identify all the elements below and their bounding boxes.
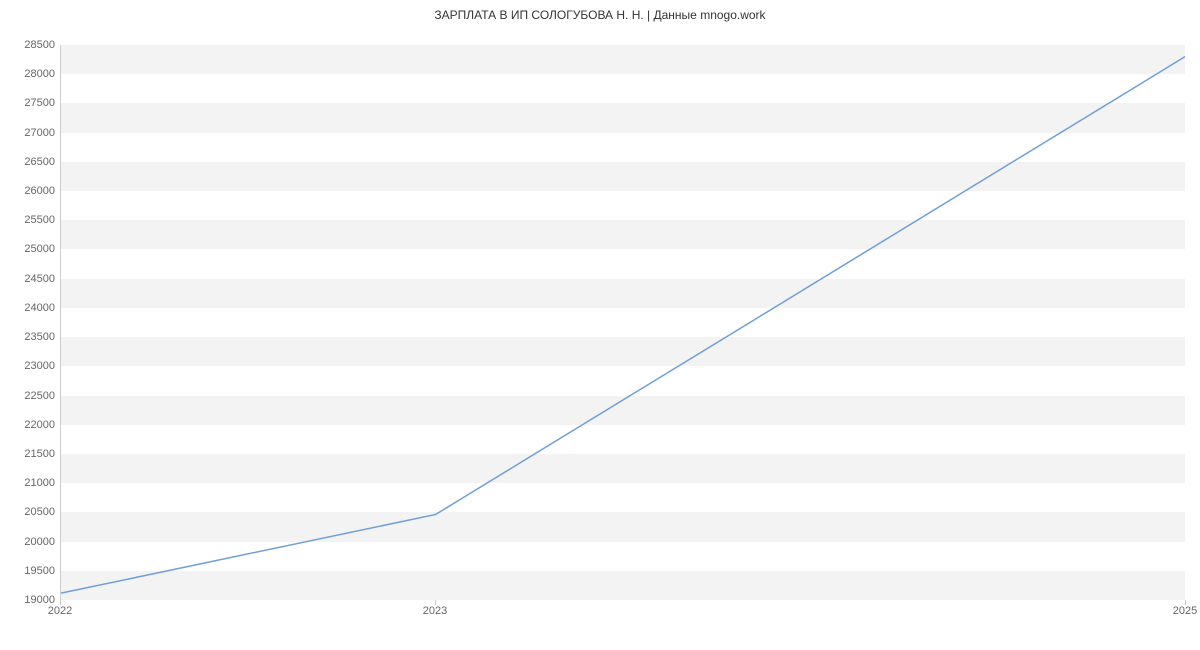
- y-tick-label: 23500: [5, 331, 55, 343]
- y-tick-label: 20000: [5, 536, 55, 548]
- y-tick-label: 22500: [5, 390, 55, 402]
- chart-title: ЗАРПЛАТА В ИП СОЛОГУБОВА Н. Н. | Данные …: [0, 0, 1200, 22]
- y-tick-label: 23000: [5, 360, 55, 372]
- y-tick-label: 24000: [5, 302, 55, 314]
- y-tick-label: 27000: [5, 127, 55, 139]
- y-tick-label: 21500: [5, 448, 55, 460]
- y-tick-label: 26000: [5, 185, 55, 197]
- y-tick-label: 25500: [5, 214, 55, 226]
- chart-container: 1900019500200002050021000215002200022500…: [0, 30, 1200, 630]
- y-tick-label: 21000: [5, 477, 55, 489]
- x-tick-mark: [60, 600, 61, 605]
- y-tick-label: 27500: [5, 97, 55, 109]
- y-tick-label: 22000: [5, 419, 55, 431]
- x-tick-label: 2022: [48, 605, 72, 617]
- y-tick-label: 24500: [5, 273, 55, 285]
- plot-area: [60, 45, 1185, 600]
- y-tick-label: 25000: [5, 243, 55, 255]
- x-tick-label: 2023: [423, 605, 447, 617]
- y-tick-label: 19500: [5, 565, 55, 577]
- y-tick-label: 28000: [5, 68, 55, 80]
- y-tick-label: 26500: [5, 156, 55, 168]
- y-tick-label: 20500: [5, 506, 55, 518]
- x-tick-label: 2025: [1173, 605, 1197, 617]
- line-series: [61, 45, 1185, 599]
- x-tick-mark: [1185, 600, 1186, 605]
- y-tick-label: 28500: [5, 39, 55, 51]
- x-tick-mark: [435, 600, 436, 605]
